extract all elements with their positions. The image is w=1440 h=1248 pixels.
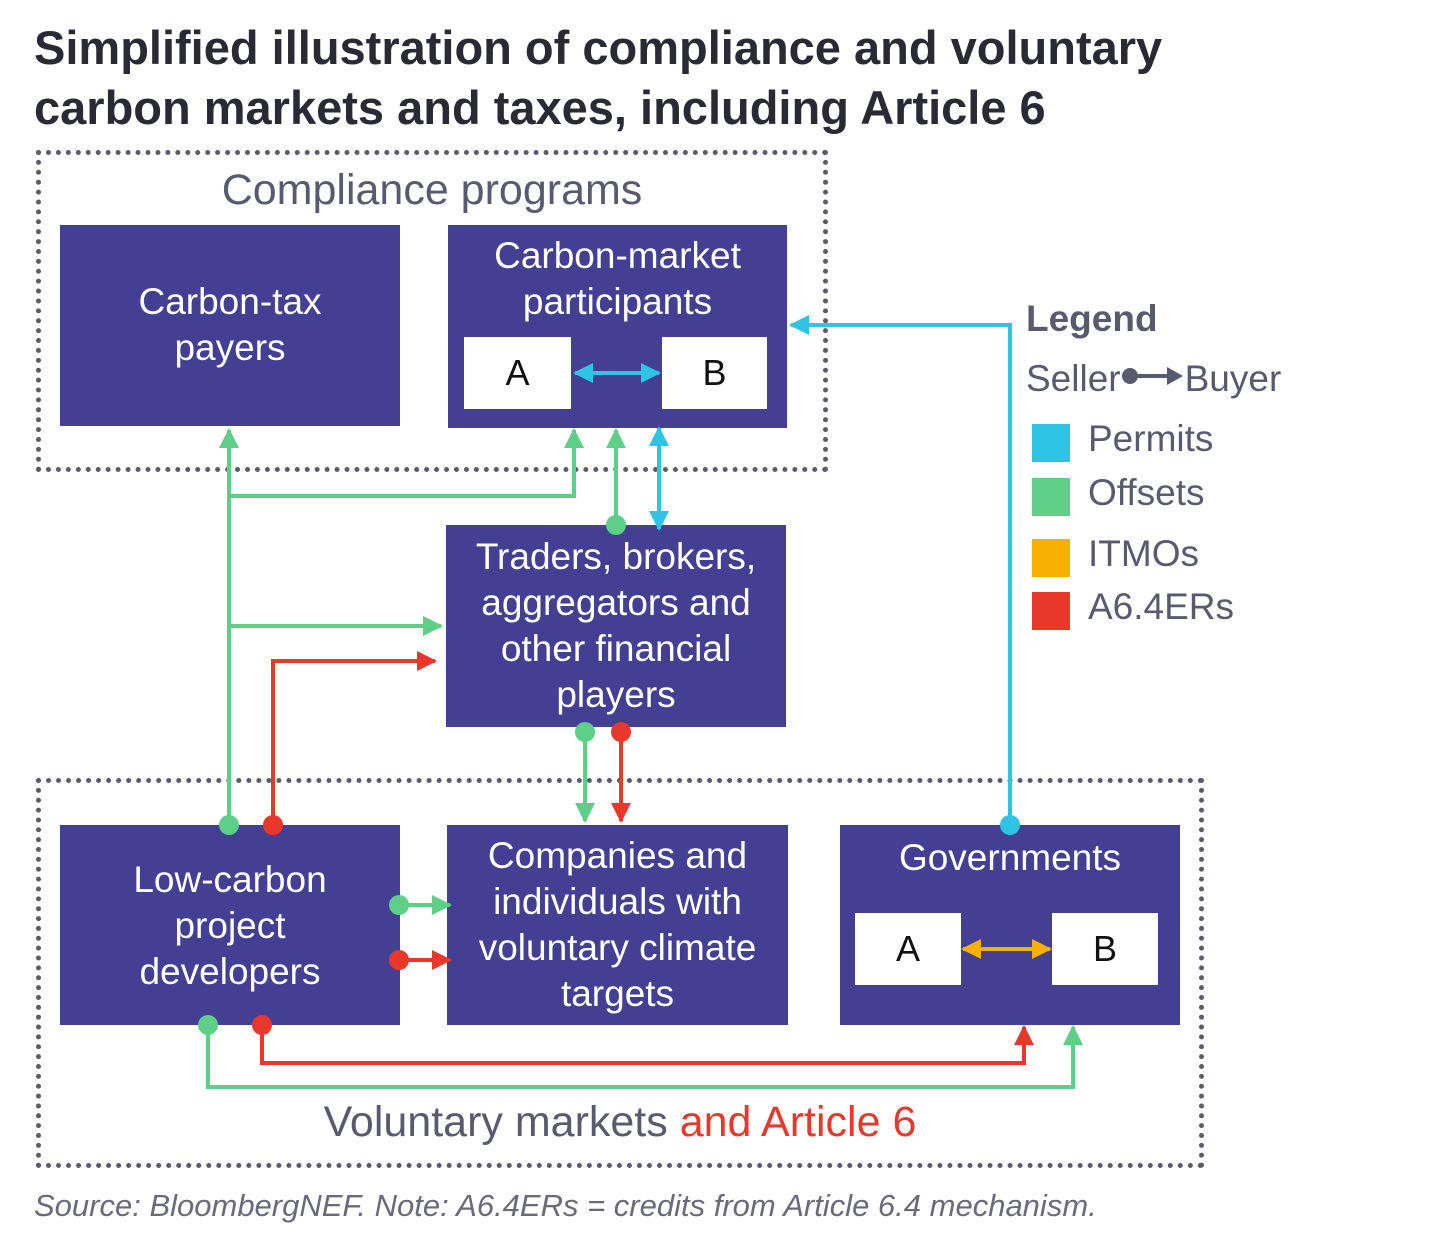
compliance-programs-label: Compliance programs	[221, 166, 643, 214]
seller-dot-dev-side-red	[389, 950, 409, 970]
carbon-market-label-line-2: participants	[522, 281, 713, 322]
seller-dot-dev-bottom-green	[198, 1015, 218, 1035]
seller-dot-dev-red	[263, 815, 283, 835]
carbon-market-label-line-1: Carbon-market	[494, 235, 741, 276]
title-line-1: Simplified illustration of compliance an…	[34, 21, 1163, 74]
a64ers-dev-to-governments	[260, 1025, 1034, 1065]
developers-label-line-3: developers	[139, 951, 321, 992]
legend-seller-buyer: Seller Buyer	[1026, 356, 1281, 400]
voluntary-markets-text: Voluntary markets	[323, 1098, 668, 1146]
companies-label-line-4: targets	[560, 973, 675, 1014]
legend-itmos-label: ITMOs	[1088, 533, 1199, 574]
companies-label-line-2: individuals with	[493, 881, 742, 922]
permits-governments-to-carbon-market	[789, 315, 1012, 825]
companies-label-line-1: Companies and	[487, 835, 748, 876]
legend-seller-label: Seller	[1026, 358, 1121, 400]
title-line-2: carbon markets and taxes, including Arti…	[34, 81, 1046, 134]
carbon-tax-label-line-1: Carbon-tax	[138, 281, 322, 322]
seller-buyer-arrow-icon	[1121, 358, 1185, 400]
legend-buyer-label: Buyer	[1184, 358, 1282, 400]
governments-party-b: B	[1052, 913, 1158, 985]
seller-dot-dev-side-green	[389, 895, 409, 915]
governments-party-a: A	[855, 913, 961, 985]
developers-label-line-1: Low-carbon	[133, 859, 327, 900]
a64ers-dev-to-traders	[271, 651, 437, 825]
carbon-tax-label-line-2: payers	[174, 327, 286, 368]
compliance-programs-region	[36, 150, 828, 472]
seller-dot-traders-green-bottom	[575, 722, 595, 742]
voluntary-markets-label: Voluntary markets and Article 6	[36, 1098, 1204, 1147]
traders-label-line-4: players	[556, 674, 676, 715]
carbon-market-party-a: A	[464, 337, 571, 409]
traders-label-line-2: aggregators and	[481, 582, 751, 623]
legend-offsets-label: Offsets	[1088, 472, 1205, 513]
legend-title: Legend	[1026, 298, 1158, 339]
carbon-tax-payers-box: Carbon-tax payers	[60, 225, 400, 426]
developers-label-line-2: project	[174, 905, 286, 946]
article-6-text: and Article 6	[679, 1098, 917, 1146]
seller-dot-dev-green	[219, 815, 239, 835]
traders-label-line-1: Traders, brokers,	[475, 536, 757, 577]
carbon-market-party-b: B	[662, 337, 767, 409]
companies-individuals-box: Companies and individuals with voluntary…	[447, 825, 788, 1025]
traders-label-line-3: other financial	[500, 628, 732, 669]
companies-label-line-3: voluntary climate	[478, 927, 757, 968]
traders-brokers-box: Traders, brokers, aggregators and other …	[446, 525, 786, 727]
seller-dot-dev-bottom-red	[252, 1015, 272, 1035]
governments-label: Governments	[898, 837, 1122, 878]
page-title: Simplified illustration of compliance an…	[34, 18, 1414, 138]
seller-dot-governments-blue	[1000, 815, 1020, 835]
a64ers-swatch	[1032, 592, 1070, 630]
offsets-dev-to-carbon-market	[229, 428, 584, 498]
low-carbon-developers-box: Low-carbon project developers	[60, 825, 400, 1025]
offsets-dev-to-governments	[206, 1025, 1083, 1089]
itmos-swatch	[1032, 539, 1070, 577]
legend-permits-label: Permits	[1088, 418, 1214, 459]
seller-dot-traders-green-top	[606, 515, 626, 535]
legend-a64ers-label: A6.4ERs	[1088, 586, 1235, 627]
source-note: Source: BloombergNEF. Note: A6.4ERs = cr…	[34, 1188, 1097, 1223]
seller-dot-traders-red-bottom	[611, 722, 631, 742]
permits-swatch	[1032, 424, 1070, 462]
offsets-swatch	[1032, 478, 1070, 516]
